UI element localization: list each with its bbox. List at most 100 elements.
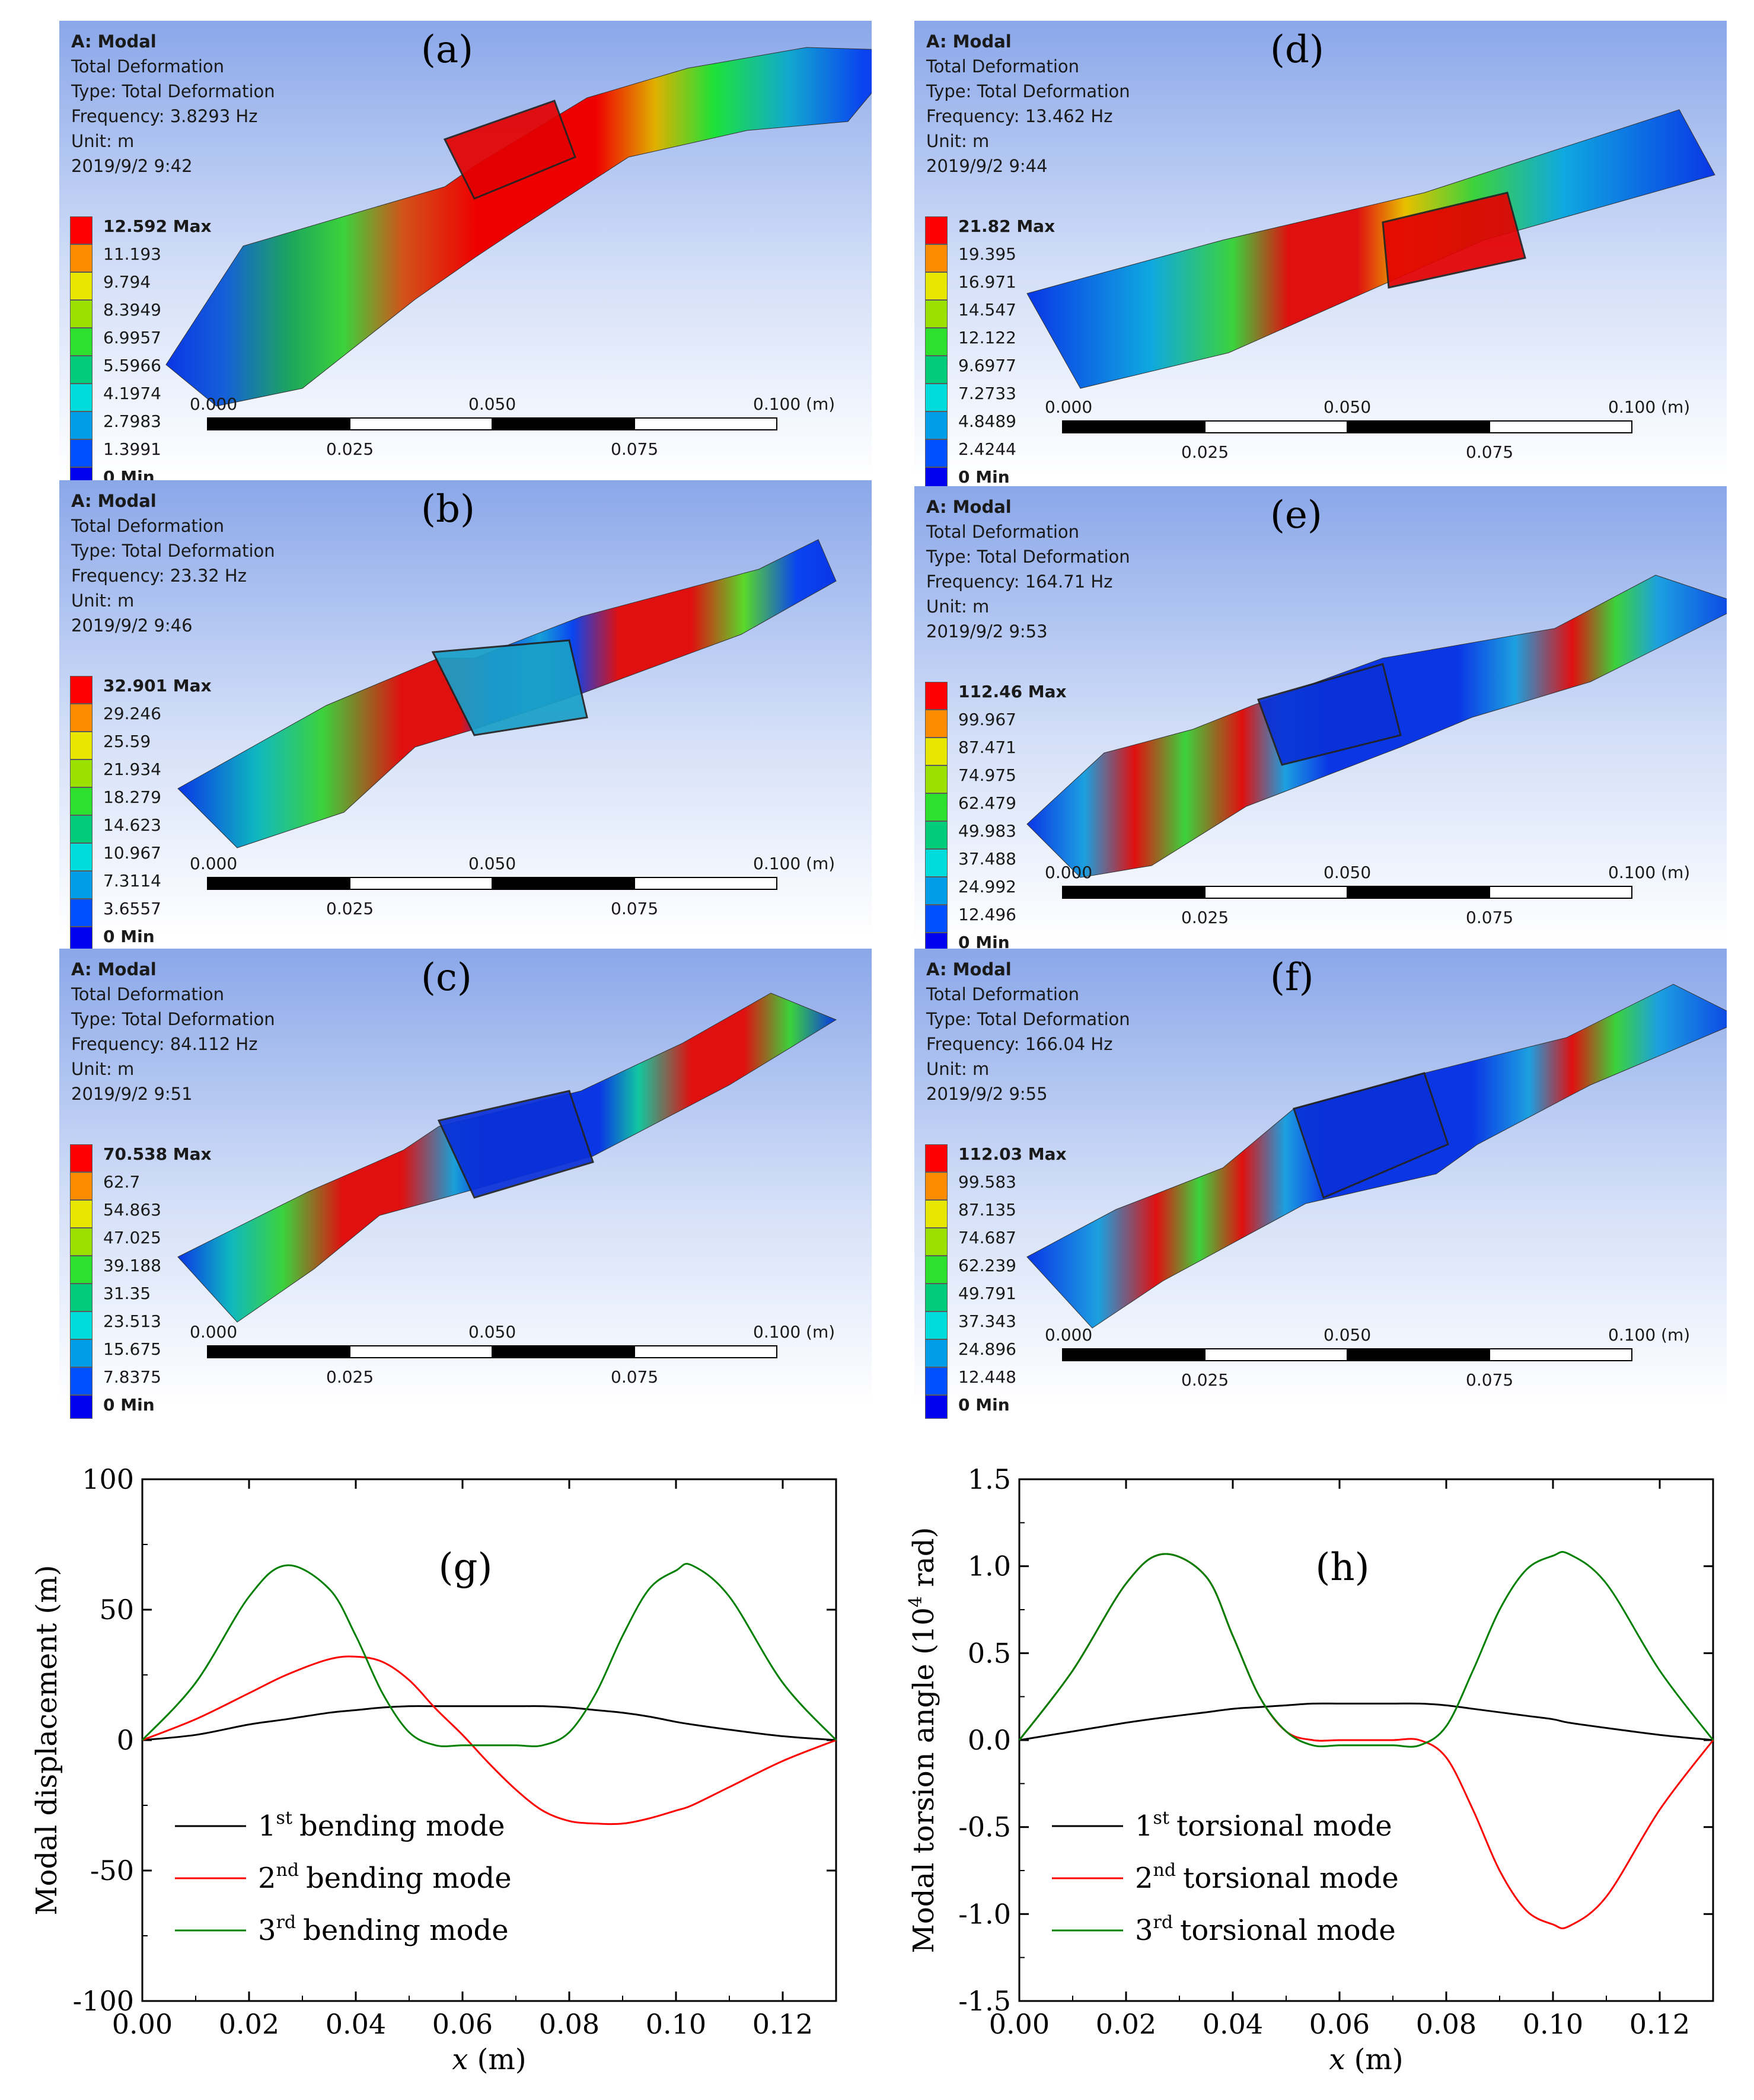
- y-tick-label: -50: [90, 1855, 134, 1887]
- series-line-1: [1019, 1702, 1714, 1741]
- legend-swatch: [70, 411, 93, 439]
- panel-title: A: Modal: [926, 497, 1012, 517]
- timestamp: 2019/9/2 9:51: [71, 1084, 193, 1104]
- legend-swatch: [70, 1144, 93, 1172]
- panel-label: (e): [1270, 493, 1322, 537]
- result-name: Total Deformation: [71, 56, 225, 76]
- legend-swatch: [925, 1395, 948, 1419]
- legend-value: 0 Min: [103, 927, 155, 946]
- legend-value: 25.59: [103, 732, 151, 751]
- scale-label: 0.075: [1466, 1370, 1513, 1390]
- piezo-plate: [1293, 1072, 1449, 1199]
- legend-swatch: [925, 1311, 948, 1339]
- legend-value: 6.9957: [103, 328, 161, 347]
- y-tick-label: 50: [99, 1594, 134, 1626]
- scale-bar: 0.000 0.050 0.100 (m) 0.025 0.075: [1045, 863, 1690, 927]
- panel-info: A: Modal Total Deformation Type: Total Def…: [926, 957, 1130, 1106]
- legend-swatch: [70, 899, 93, 927]
- legend-swatch: [925, 1228, 948, 1256]
- scale-label: 0.025: [1181, 442, 1229, 462]
- frequency: Frequency: 166.04 Hz: [926, 1034, 1113, 1054]
- scale-label: 0.025: [326, 899, 374, 918]
- legend-swatch: [70, 815, 93, 843]
- piezo-plate: [431, 639, 588, 736]
- panel-label: (b): [421, 487, 475, 531]
- x-tick-label: 0.04: [1203, 2008, 1263, 2040]
- legend-value: 24.992: [958, 877, 1016, 896]
- result-type: Type: Total Deformation: [926, 547, 1130, 567]
- result-name: Total Deformation: [71, 984, 225, 1004]
- scale-bar: 0.000 0.050 0.100 (m) 0.025 0.075: [190, 1322, 835, 1387]
- x-tick-label: 0.08: [1416, 2008, 1476, 2040]
- y-tick-label: 100: [82, 1463, 134, 1495]
- frequency: Frequency: 23.32 Hz: [71, 566, 247, 586]
- legend-swatch: [70, 676, 93, 704]
- legend-value: 12.122: [958, 328, 1016, 347]
- legend-value: 24.896: [958, 1339, 1016, 1359]
- result-type: Type: Total Deformation: [71, 1009, 275, 1029]
- legend-value: 12.448: [958, 1367, 1016, 1387]
- scale-label: 0.075: [1466, 442, 1513, 462]
- legend-value: 11.193: [103, 244, 161, 264]
- legend-value: 23.513: [103, 1311, 161, 1331]
- y-tick-label: -1.0: [958, 1898, 1011, 1930]
- legend-value: 2.4244: [958, 439, 1016, 459]
- scale-label: 0.000: [1045, 863, 1092, 882]
- deformation-shape: 0.000 0.050 0.100 (m) 0.025 0.075: [177, 539, 837, 918]
- legend-value: 14.623: [103, 815, 161, 835]
- legend-value: 112.46 Max: [958, 682, 1067, 701]
- series-line-2: [142, 1655, 837, 1825]
- legend-swatch: [70, 1228, 93, 1256]
- result-name: Total Deformation: [926, 56, 1080, 76]
- legend-swatch: [925, 738, 948, 765]
- legend-swatch: [70, 1200, 93, 1228]
- frequency: Frequency: 164.71 Hz: [926, 572, 1113, 592]
- legend-value: 70.538 Max: [103, 1144, 212, 1164]
- legend-value: 18.279: [103, 787, 161, 807]
- x-tick-label: 0.00: [989, 2008, 1050, 2040]
- legend-swatch: [70, 244, 93, 272]
- legend-value: 39.188: [103, 1256, 161, 1275]
- y-tick-label: -1.5: [958, 1985, 1011, 2017]
- x-tick-label: 0.00: [112, 2008, 173, 2040]
- unit: Unit: m: [71, 591, 135, 611]
- scale-label: 0.100 (m): [753, 854, 835, 873]
- y-tick-label: 0.0: [968, 1724, 1011, 1756]
- legend-value: 1.3991: [103, 439, 161, 459]
- panel-label: (f): [1270, 956, 1314, 1000]
- timestamp: 2019/9/2 9:55: [926, 1084, 1048, 1104]
- legend-value: 112.03 Max: [958, 1144, 1067, 1164]
- legend-swatch: [70, 272, 93, 300]
- legend-swatch: [925, 411, 948, 439]
- panel-title: A: Modal: [926, 959, 1012, 979]
- result-name: Total Deformation: [71, 516, 225, 536]
- legend-swatch: [70, 704, 93, 732]
- scale-label: 0.050: [468, 394, 516, 414]
- result-name: Total Deformation: [926, 522, 1080, 542]
- legend-swatch: [925, 849, 948, 877]
- legend-swatch: [925, 1367, 948, 1395]
- x-tick-label: 0.02: [1096, 2008, 1156, 2040]
- y-tick-label: 0.5: [968, 1637, 1011, 1669]
- x-axis-label: x (m): [452, 2043, 526, 2076]
- scale-label: 0.025: [326, 439, 374, 459]
- scale-bar: 0.000 0.050 0.100 (m) 0.025 0.075: [1045, 397, 1690, 462]
- legend-swatch: [70, 1395, 93, 1419]
- modal-panel-c: 0.000 0.050 0.100 (m) 0.025 0.075 A: Modal Tot…: [59, 949, 872, 1419]
- x-tick-label: 0.12: [1629, 2008, 1690, 2040]
- deformation-shape: 0.000 0.050 0.100 (m) 0.025 0.075: [1026, 109, 1715, 462]
- legend-value: 87.471: [958, 738, 1016, 757]
- timestamp: 2019/9/2 9:44: [926, 156, 1048, 176]
- legend-value: 74.975: [958, 765, 1016, 785]
- y-axis-label: Modal torsion angle (104 rad): [905, 1527, 940, 1954]
- legend-swatch: [925, 384, 948, 411]
- legend-value: 15.675: [103, 1339, 161, 1359]
- legend-swatch: [925, 877, 948, 905]
- legend-swatch: [70, 1339, 93, 1367]
- legend-value: 31.35: [103, 1284, 151, 1303]
- legend-entry: 1st torsional mode: [1135, 1808, 1392, 1843]
- scale-label: 0.025: [326, 1367, 374, 1387]
- legend-swatch: [70, 732, 93, 759]
- unit: Unit: m: [71, 1059, 135, 1079]
- piezo-plate: [437, 1090, 594, 1199]
